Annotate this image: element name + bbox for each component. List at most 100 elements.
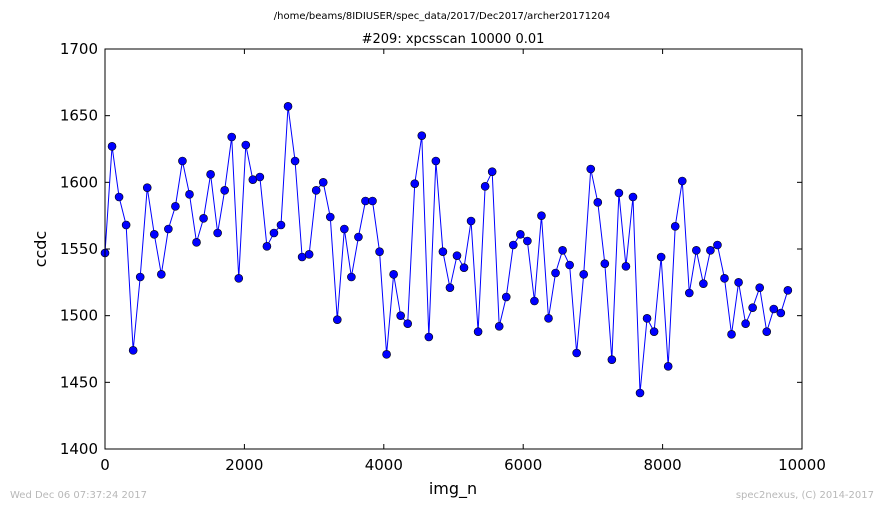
chart-title: #209: xpcsscan 10000 0.01 <box>362 32 545 47</box>
data-point <box>396 311 405 320</box>
data-point <box>621 262 631 271</box>
data-point <box>255 172 265 182</box>
data-point <box>318 178 328 187</box>
data-point <box>741 319 750 328</box>
data-point <box>410 179 420 188</box>
data-point <box>769 304 779 314</box>
data-point <box>347 272 356 282</box>
data-point <box>516 230 525 239</box>
y-tick-label: 1450 <box>60 373 98 391</box>
data-point <box>649 327 659 336</box>
data-point <box>466 216 476 226</box>
data-point <box>283 102 293 111</box>
data-point <box>572 348 581 358</box>
x-axis-label: img_n <box>429 479 477 499</box>
data-point <box>692 246 701 255</box>
data-point <box>389 270 398 279</box>
data-point <box>473 327 483 336</box>
data-point <box>663 362 673 371</box>
data-point <box>262 242 272 251</box>
data-point <box>635 388 645 398</box>
data-point <box>213 228 222 238</box>
data-point <box>375 247 384 256</box>
data-point <box>713 240 722 250</box>
data-point <box>368 196 377 206</box>
data-point <box>579 270 589 279</box>
data-point <box>354 232 363 242</box>
data-point <box>142 183 152 192</box>
data-point <box>480 182 490 191</box>
data-point <box>114 192 124 202</box>
data-point <box>276 220 286 230</box>
y-tick-label: 1700 <box>60 40 98 58</box>
data-point <box>333 315 342 324</box>
data-point <box>157 270 166 279</box>
footer-credit: spec2nexus, (C) 2014-2017 <box>736 490 874 501</box>
data-point <box>586 164 596 174</box>
data-point <box>776 308 786 318</box>
data-point <box>537 211 546 220</box>
data-point <box>234 274 244 283</box>
data-point <box>593 198 603 207</box>
data-point <box>241 140 251 150</box>
data-point <box>199 214 208 223</box>
data-point <box>311 186 321 195</box>
data-point <box>656 252 666 262</box>
data-point <box>459 263 469 272</box>
axis-ticks: 0 2000 4000 6000 8000 10000 1400 1450 1500 1550 16… <box>60 40 826 474</box>
data-point <box>269 228 279 238</box>
data-point <box>600 259 610 268</box>
data-point <box>424 332 434 342</box>
data-point <box>558 246 567 255</box>
data-point <box>192 238 201 247</box>
y-tick-label: 1600 <box>60 173 98 191</box>
data-point <box>206 170 215 179</box>
data-point <box>706 246 715 255</box>
data-point <box>128 346 138 355</box>
data-point <box>431 156 441 166</box>
data-point <box>530 296 539 306</box>
data-series <box>100 102 793 398</box>
data-point <box>720 274 729 283</box>
data-point <box>164 224 173 234</box>
y-tick-label: 1550 <box>60 240 98 258</box>
data-point <box>290 156 300 166</box>
data-point <box>677 176 687 186</box>
plot-frame <box>104 48 803 450</box>
data-point <box>304 250 314 259</box>
data-point <box>445 283 455 292</box>
data-point <box>699 279 708 288</box>
data-point <box>227 132 237 142</box>
data-point <box>452 251 462 260</box>
data-point <box>417 131 427 140</box>
figure-suptitle: /home/beams/8IDIUSER/spec_data/2017/Dec2… <box>274 11 610 22</box>
data-point <box>107 142 117 151</box>
data-point <box>135 272 145 282</box>
data-point <box>755 283 764 292</box>
data-point <box>748 303 757 312</box>
data-point <box>438 247 448 256</box>
footer-timestamp: Wed Dec 06 07:37:24 2017 <box>10 490 147 501</box>
data-point <box>340 224 349 234</box>
data-point <box>149 230 159 239</box>
data-point <box>403 319 413 328</box>
data-point <box>178 156 187 166</box>
x-tick-label: 6000 <box>504 456 542 474</box>
data-point <box>762 327 772 336</box>
series-line <box>104 106 789 394</box>
data-point <box>523 236 532 246</box>
data-point <box>185 190 194 199</box>
data-point <box>494 322 504 331</box>
data-point <box>325 212 335 222</box>
data-point <box>544 314 553 323</box>
x-tick-label: 8000 <box>644 456 682 474</box>
data-point <box>508 240 518 250</box>
data-point <box>171 202 180 211</box>
x-tick-label: 2000 <box>225 456 263 474</box>
data-point <box>727 330 736 339</box>
y-axis-label: ccdc <box>31 231 50 268</box>
x-tick-label: 4000 <box>365 456 403 474</box>
x-tick-label: 10000 <box>778 456 826 474</box>
data-point <box>734 278 743 287</box>
